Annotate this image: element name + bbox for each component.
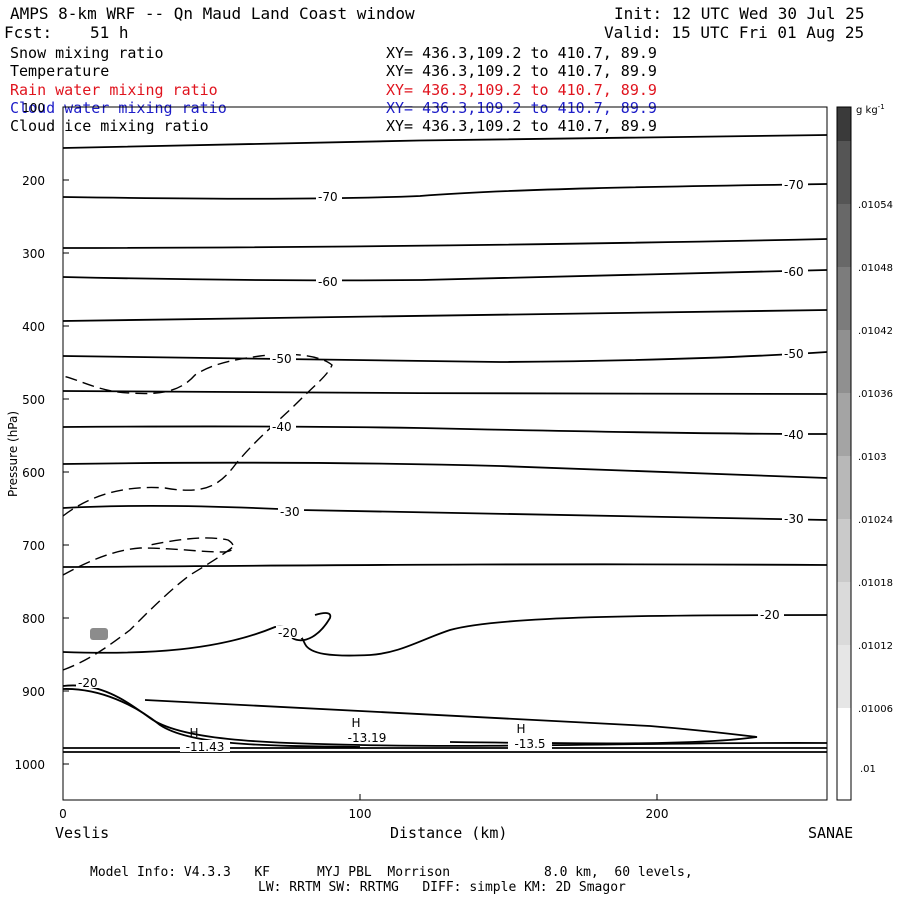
- forecast-label: Fcst:: [4, 23, 53, 42]
- y-tick-label: 100: [22, 101, 45, 115]
- contour-label: -60: [784, 265, 804, 279]
- y-axis-title: Pressure (hPa): [6, 411, 20, 497]
- colorbar-label: .01036: [858, 389, 893, 400]
- x-right-endpoint: SANAE: [808, 824, 854, 842]
- high-mark: H: [516, 722, 525, 736]
- y-tick-label: 1000: [14, 758, 45, 772]
- contour-label: -50: [784, 347, 804, 361]
- high-mark: H: [189, 726, 198, 740]
- colorbar-label: .01018: [858, 578, 893, 589]
- colorbar-label: .0103: [858, 452, 887, 463]
- y-tick-label: 500: [22, 393, 45, 407]
- colorbar-label: .01042: [858, 326, 893, 337]
- field-name-cloud-water: Cloud water mixing ratio: [10, 99, 227, 117]
- snow-shade: [90, 628, 108, 640]
- y-tick-label: 300: [22, 247, 45, 261]
- field-xy-temperature: XY= 436.3,109.2 to 410.7, 89.9: [386, 62, 657, 80]
- y-tick-label: 200: [22, 174, 45, 188]
- x-left-endpoint: Veslis: [55, 824, 110, 842]
- colorbar-label: .01048: [858, 263, 893, 274]
- high-value: -13.5: [514, 737, 545, 751]
- colorbar-label: .01: [860, 764, 876, 775]
- isotherms: [62, 134, 828, 753]
- field-name-rain: Rain water mixing ratio: [10, 81, 218, 99]
- field-xy-rain: XY= 436.3,109.2 to 410.7, 89.9: [386, 81, 657, 99]
- contour-label: -70: [784, 178, 804, 192]
- contour-label: -20: [760, 608, 780, 622]
- forecast-hour: 51 h: [90, 23, 129, 42]
- field-name-temperature: Temperature: [10, 62, 110, 80]
- valid-time: Valid: 15 UTC Fri 01 Aug 25: [604, 23, 865, 42]
- high-mark: H: [351, 716, 360, 730]
- colorbar-label: .01006: [858, 704, 893, 715]
- contour-label: -50: [272, 352, 292, 366]
- dashed-contours: [62, 353, 333, 671]
- high-value: -11.43: [186, 740, 225, 754]
- model-info-line-1: Model Info: V4.3.3 KF MYJ PBL Morrison 8…: [90, 865, 693, 880]
- colorbar-label: .01012: [858, 641, 893, 652]
- y-tick-label: 400: [22, 320, 45, 334]
- high-value: -13.19: [348, 731, 387, 745]
- field-xy-cloud-ice: XY= 436.3,109.2 to 410.7, 89.9: [386, 117, 657, 135]
- contour-label: -20: [278, 626, 298, 640]
- contour-label: -40: [272, 420, 292, 434]
- high-markers: H -11.43 H -13.19 H -13.5: [180, 716, 552, 754]
- field-xy-snow: XY= 436.3,109.2 to 410.7, 89.9: [386, 44, 657, 62]
- chart-title: AMPS 8-km WRF -- Qn Maud Land Coast wind…: [10, 4, 415, 23]
- init-time: Init: 12 UTC Wed 30 Jul 25: [614, 4, 865, 23]
- contour-label: -30: [280, 505, 300, 519]
- y-tick-label: 800: [22, 612, 45, 626]
- field-name-snow: Snow mixing ratio: [10, 44, 164, 62]
- x-tick-label: 0: [59, 807, 67, 821]
- x-axis-title: Distance (km): [390, 824, 508, 842]
- y-tick-label: 900: [22, 685, 45, 699]
- y-tick-label: 700: [22, 539, 45, 553]
- y-axis: 100 200 300 400 500 600 700 800 900 1000…: [6, 101, 69, 772]
- field-name-cloud-ice: Cloud ice mixing ratio: [10, 117, 209, 135]
- contour-label: -70: [318, 190, 338, 204]
- x-axis: 0 100 200: [59, 794, 668, 821]
- contour-label: -20: [78, 676, 98, 690]
- colorbar-label: .01024: [858, 515, 893, 526]
- colorbar: g kg-1 .01054 .01048 .01042 .01036 .0103…: [836, 103, 893, 801]
- contour-labels: -70 -70 -60 -60 -50 -50 -40 -40 -30 -30 …: [76, 178, 808, 690]
- field-xy-cloud-water: XY= 436.3,109.2 to 410.7, 89.9: [386, 99, 657, 117]
- colorbar-unit: g kg-1: [856, 103, 885, 116]
- plot-frame: [62, 106, 828, 801]
- contour-label: -40: [784, 428, 804, 442]
- y-tick-label: 600: [22, 466, 45, 480]
- model-info-line-2: LW: RRTM SW: RRTMG DIFF: simple KM: 2D S…: [258, 880, 626, 895]
- contour-label: -60: [318, 275, 338, 289]
- contour-label: -30: [784, 512, 804, 526]
- x-tick-label: 100: [349, 807, 372, 821]
- x-tick-label: 200: [646, 807, 669, 821]
- colorbar-label: .01054: [858, 200, 893, 211]
